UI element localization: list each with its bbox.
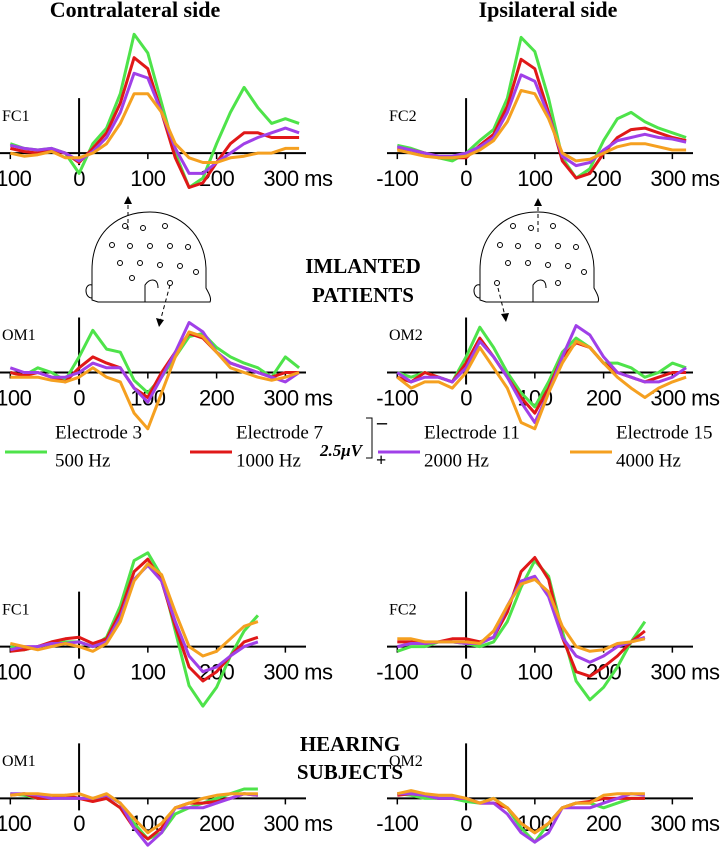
erp-line <box>10 792 258 835</box>
x-tick-label: 300 ms <box>650 659 720 684</box>
legend-entry: Electrode 3 500 Hz <box>5 422 142 471</box>
scale-sign: – <box>376 412 388 434</box>
erp-line <box>10 792 259 847</box>
erp-line <box>9 32 300 189</box>
erp-line <box>9 92 300 164</box>
legend-entry: Electrode 15 4000 Hz <box>570 422 713 471</box>
head-diagram <box>473 198 599 322</box>
erp-line <box>396 789 645 835</box>
x-tick-label: 0 <box>460 811 472 836</box>
panel: FC2-100 0 100 200 300 ms <box>376 35 721 191</box>
panel-title: OM1 <box>2 753 36 770</box>
group-title: PATIENTS <box>312 283 414 307</box>
x-tick-label: 100 <box>517 659 552 684</box>
panel-title: FC2 <box>389 108 417 125</box>
x-tick-label: 300 ms <box>263 385 333 410</box>
legend-entry: Electrode 11 2000 Hz <box>378 422 520 471</box>
panel-title: OM2 <box>389 753 423 770</box>
legend-detail: 500 Hz <box>55 450 110 471</box>
x-tick-label: -100 <box>0 811 32 836</box>
panel-title: FC1 <box>2 601 30 618</box>
x-tick-label: -100 <box>376 166 418 191</box>
erp-line <box>396 73 687 168</box>
panel-title: FC1 <box>2 108 30 125</box>
x-tick-label: 300 ms <box>650 166 720 191</box>
legend-label: Electrode 11 <box>424 422 520 443</box>
x-tick-label: 200 <box>199 811 234 836</box>
x-tick-label: 300 ms <box>263 166 333 191</box>
x-tick-label: -100 <box>376 385 418 410</box>
legend-label: Electrode 7 <box>236 422 323 443</box>
x-tick-label: 0 <box>73 166 85 191</box>
x-tick-label: 300 ms <box>650 811 720 836</box>
x-tick-label: 100 <box>130 659 165 684</box>
x-tick-label: 300 ms <box>263 659 333 684</box>
x-tick-label: 200 <box>586 659 621 684</box>
x-tick-label: 0 <box>73 385 85 410</box>
panel-title: OM1 <box>2 327 36 344</box>
legend-label: Electrode 15 <box>616 422 713 443</box>
x-tick-label: -100 <box>376 811 418 836</box>
panel: OM2-100 0 100 200 300 ms <box>376 317 721 431</box>
x-tick-label: 0 <box>460 659 472 684</box>
group-title: SUBJECTS <box>297 760 403 784</box>
group-title: IMLANTED <box>305 254 421 278</box>
erp-line <box>396 35 687 180</box>
legend-entry: Electrode 7 1000 Hz <box>190 422 323 471</box>
x-tick-label: 200 <box>199 385 234 410</box>
erp-line <box>396 339 687 431</box>
scale-label: 2.5μV <box>319 441 364 460</box>
x-tick-label: 0 <box>460 385 472 410</box>
erp-line <box>9 321 300 404</box>
x-tick-label: 300 ms <box>263 811 333 836</box>
erp-line <box>397 792 646 844</box>
panel-title: OM2 <box>389 327 423 344</box>
erp-line <box>10 557 259 683</box>
x-tick-label: -100 <box>0 166 32 191</box>
legend-detail: 4000 Hz <box>616 450 681 471</box>
group-title: HEARING <box>300 732 400 756</box>
panel: OM2-100 0 100 200 300 ms <box>376 743 721 844</box>
erp-line <box>397 577 646 653</box>
panel: FC2 -100 0 100 200 300 ms <box>376 556 721 702</box>
erp-line <box>9 71 300 175</box>
erp-line <box>10 330 300 431</box>
x-tick-label: 0 <box>460 166 472 191</box>
erp-line <box>9 562 259 658</box>
x-tick-label: 100 <box>517 166 552 191</box>
legend-detail: 1000 Hz <box>236 450 301 471</box>
column-title: Contralateral side <box>50 0 221 22</box>
x-tick-label: 200 <box>586 385 621 410</box>
x-tick-label: -100 <box>376 659 418 684</box>
legend-detail: 2000 Hz <box>424 450 489 471</box>
scale-sign: + <box>376 450 386 470</box>
x-tick-label: 200 <box>586 811 621 836</box>
panel-title: FC2 <box>389 601 417 618</box>
legend-label: Electrode 3 <box>55 422 142 443</box>
x-tick-label: -100 <box>0 385 32 410</box>
x-tick-label: 0 <box>73 659 85 684</box>
x-tick-label: 0 <box>73 811 85 836</box>
x-tick-label: 100 <box>130 166 165 191</box>
scale-bar: – + 2.5μV <box>319 412 388 471</box>
column-title: Ipsilateral side <box>479 0 618 22</box>
erp-line <box>396 89 687 163</box>
x-tick-label: -100 <box>0 659 32 684</box>
x-tick-label: 300 ms <box>650 385 720 410</box>
head-diagram <box>85 196 211 327</box>
